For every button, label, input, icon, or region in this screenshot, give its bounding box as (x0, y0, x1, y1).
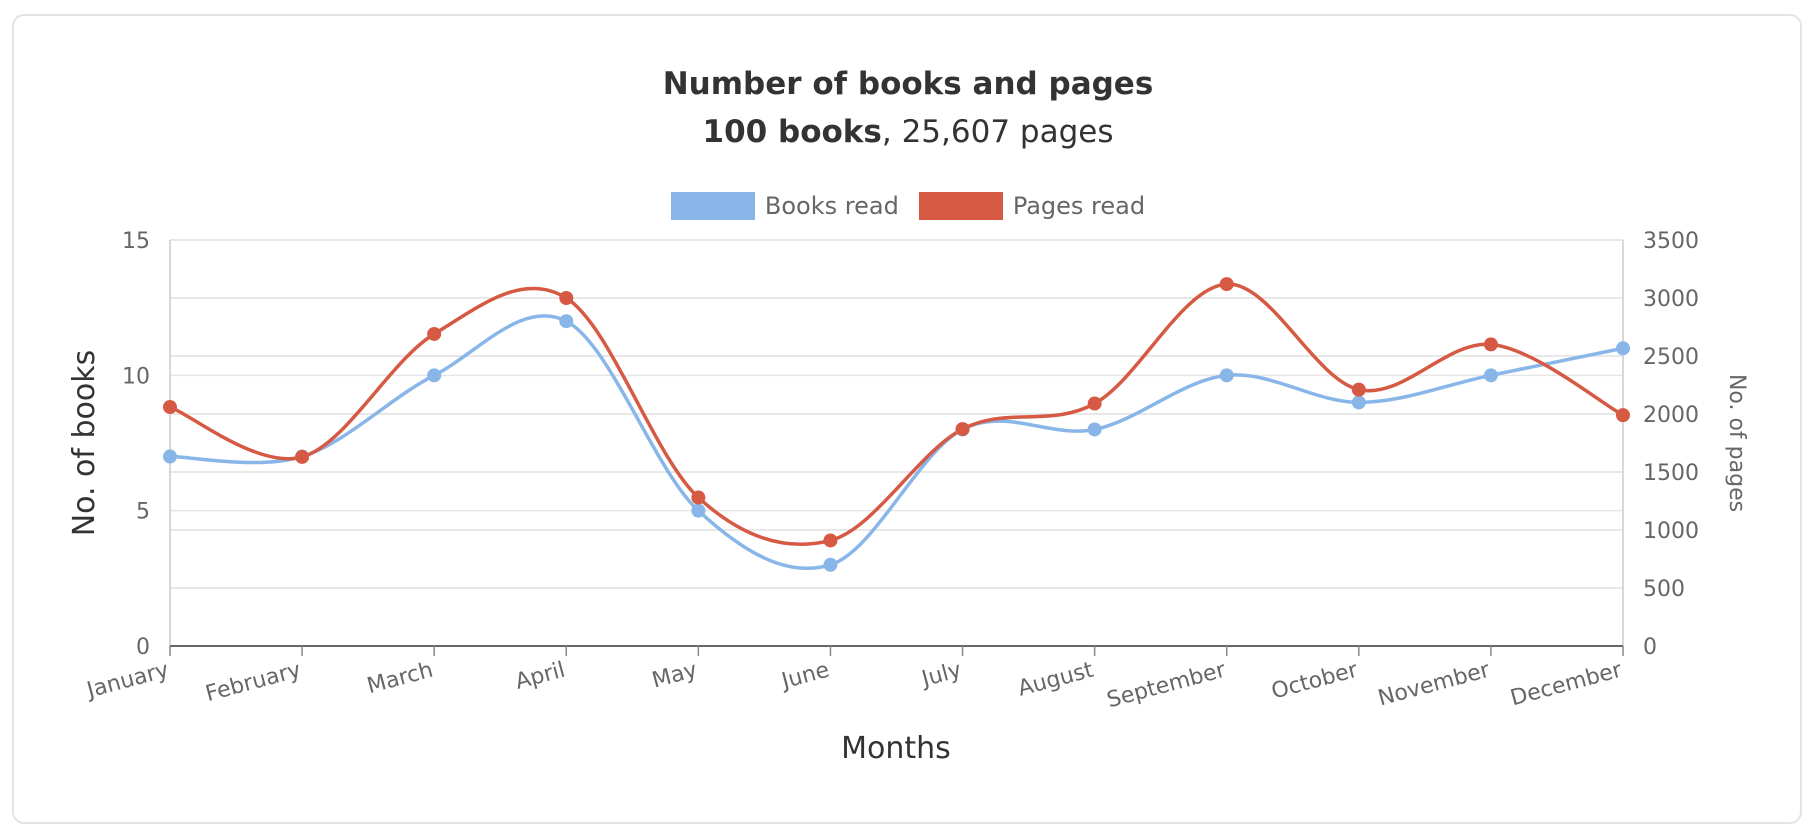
x-axis-title: Months (841, 731, 951, 766)
data-point-pages[interactable] (1483, 337, 1498, 352)
x-tick-label: November (1375, 657, 1493, 711)
legend-swatch-pages (918, 192, 1003, 220)
x-tick-label: September (1104, 657, 1229, 713)
legend-label-books: Books read (764, 192, 899, 220)
data-point-pages[interactable] (955, 422, 970, 437)
y2-tick-label: 500 (1643, 577, 1685, 602)
data-point-books[interactable] (823, 557, 838, 572)
data-point-books[interactable] (1219, 368, 1234, 383)
legend-item-books[interactable]: Books read (670, 192, 899, 220)
chart-subtitle-rest: , 25,607 pages (881, 114, 1114, 150)
axis-labels: 0 5 10 15 0 500 1000 1500 2000 2500 3000 3500 Januar… (67, 229, 1749, 766)
data-point-pages[interactable] (1087, 396, 1102, 411)
y-tick-label: 0 (136, 635, 150, 660)
y-tick-label: 5 (136, 500, 150, 525)
data-point-pages[interactable] (1616, 408, 1630, 423)
data-point-pages[interactable] (823, 533, 838, 548)
axes (169, 240, 1624, 656)
data-point-books[interactable] (163, 449, 177, 464)
data-point-books[interactable] (1483, 368, 1498, 383)
data-point-pages[interactable] (1351, 382, 1366, 397)
data-point-books[interactable] (1087, 422, 1102, 437)
data-point-pages[interactable] (295, 449, 310, 464)
chart-subtitle-bold: 100 books (702, 114, 882, 150)
data-point-books[interactable] (1351, 395, 1366, 410)
x-tick-label: March (364, 658, 435, 700)
chart-card (12, 14, 1802, 824)
gridlines (170, 239, 1623, 647)
data-point-books[interactable] (691, 503, 706, 518)
x-tick-label: October (1269, 657, 1361, 704)
data-point-pages[interactable] (691, 490, 706, 505)
chart-subtitle: 100 books, 25,607 pages (0, 114, 1816, 150)
legend-swatch-books (670, 192, 755, 220)
y-axis-title: No. of books (67, 350, 102, 537)
data-point-pages[interactable] (1219, 277, 1234, 292)
data-point-pages[interactable] (427, 326, 442, 341)
series-points (163, 277, 1630, 572)
legend-label-pages: Pages read (1012, 192, 1146, 220)
x-tick-label: August (1015, 658, 1096, 702)
x-tick-label: May (650, 658, 700, 694)
y2-tick-label: 3500 (1643, 229, 1699, 254)
data-point-pages[interactable] (559, 291, 574, 305)
series-lines (169, 282, 1624, 571)
x-tick-label: February (203, 658, 304, 707)
y-tick-label: 15 (122, 229, 150, 254)
chart-legend: Books read Pages read (0, 192, 1816, 220)
legend-item-pages[interactable]: Pages read (918, 192, 1146, 220)
y2-tick-label: 0 (1643, 635, 1657, 660)
y2-tick-label: 2500 (1643, 345, 1699, 370)
data-point-books[interactable] (427, 368, 442, 383)
x-tick-label: January (83, 658, 172, 704)
x-tick-label: June (777, 658, 832, 695)
y2-tick-label: 3000 (1643, 287, 1699, 312)
y2-tick-label: 1500 (1643, 461, 1699, 486)
y2-axis-title: No. of pages (1724, 374, 1749, 512)
x-tick-label: December (1508, 657, 1626, 711)
y-tick-label: 10 (122, 364, 150, 389)
data-point-books[interactable] (559, 314, 574, 329)
data-point-books[interactable] (1616, 341, 1630, 356)
y2-tick-label: 1000 (1643, 519, 1699, 544)
chart-title: Number of books and pages (662, 66, 1154, 102)
y2-tick-label: 2000 (1643, 403, 1699, 428)
x-tick-label: April (513, 658, 568, 695)
data-point-pages[interactable] (163, 400, 177, 415)
x-tick-label: July (917, 658, 964, 693)
